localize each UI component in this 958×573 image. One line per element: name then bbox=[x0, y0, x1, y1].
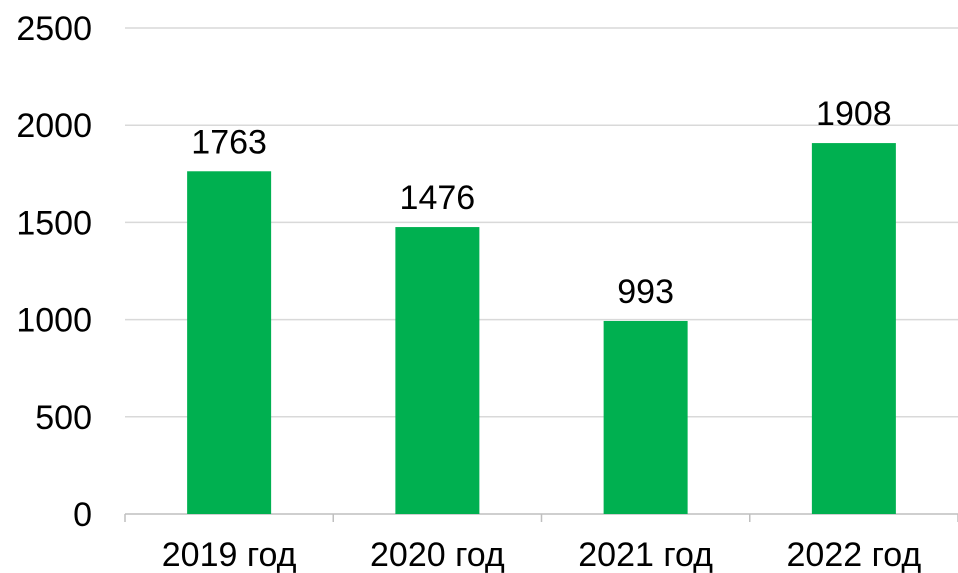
y-tick-label: 0 bbox=[73, 496, 92, 534]
data-label: 1763 bbox=[191, 123, 267, 161]
bar bbox=[187, 171, 272, 514]
y-tick-label: 2500 bbox=[16, 10, 92, 48]
bar bbox=[395, 227, 480, 514]
x-tick-label: 2021 год bbox=[578, 536, 713, 573]
y-tick-label: 2000 bbox=[16, 107, 92, 145]
data-label: 1476 bbox=[400, 179, 476, 217]
data-label: 993 bbox=[617, 273, 674, 311]
y-tick-label: 1000 bbox=[16, 302, 92, 340]
x-tick-label: 2020 год bbox=[370, 536, 505, 573]
x-tick-label: 2022 год bbox=[787, 536, 922, 573]
x-tick-label: 2019 год bbox=[162, 536, 297, 573]
y-tick-label: 1500 bbox=[16, 204, 92, 242]
bar bbox=[811, 143, 896, 515]
data-label: 1908 bbox=[816, 95, 892, 133]
y-tick-label: 500 bbox=[35, 399, 92, 437]
bar bbox=[603, 320, 688, 514]
